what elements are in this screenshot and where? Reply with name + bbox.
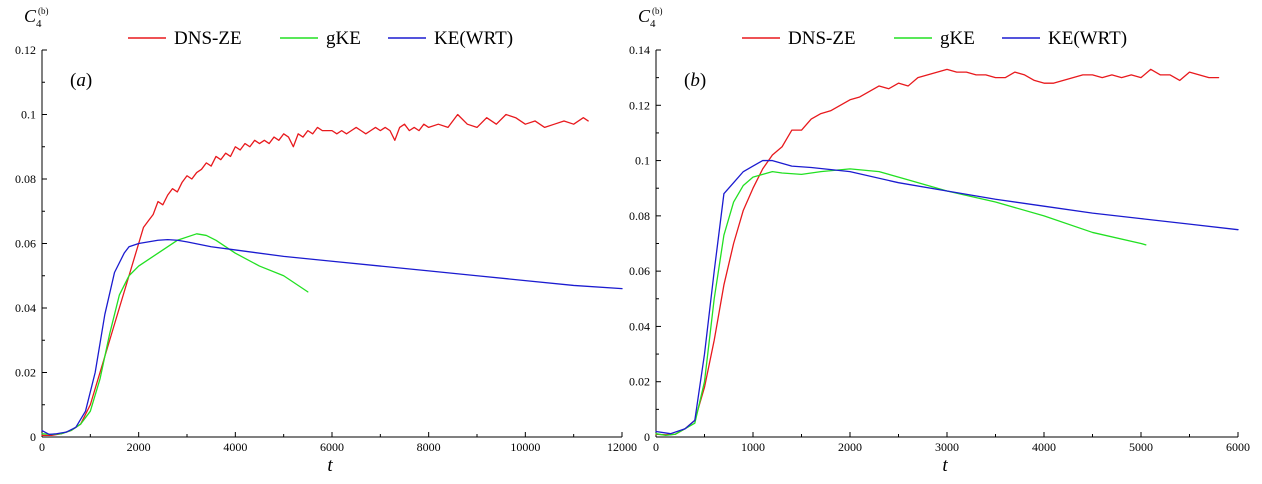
y-tick-label: 0.02 [15,366,36,380]
x-axis-label: t [942,455,948,476]
y-tick-label: 0.02 [629,375,650,389]
series-line-dns-ze [41,113,589,437]
series-line-ke-wrt [41,238,623,436]
y-axis-label-superscript: (b) [652,6,663,16]
legend-label: DNS-ZE [788,28,856,49]
y-axis-label-superscript: (b) [38,6,49,16]
y-axis-label-subscript: 4 [650,18,656,30]
x-tick-label: 6000 [1226,440,1250,454]
legend-label: KE(WRT) [1048,28,1127,49]
x-axis-label: t [327,455,333,476]
x-tick-label: 0 [39,440,45,454]
x-tick-label: 10000 [510,440,540,454]
y-tick-label: 0 [30,430,36,444]
series-line-gke [655,168,1147,436]
x-tick-label: 8000 [417,440,441,454]
legend-label: DNS-ZE [174,28,242,49]
series-line-gke [41,233,309,436]
x-tick-label: 4000 [223,440,247,454]
y-tick-label: 0.12 [629,98,650,112]
y-tick-label: 0.04 [15,301,36,315]
x-tick-label: 3000 [935,440,959,454]
y-tick-label: 0.04 [629,319,650,333]
y-tick-label: 0 [644,430,650,444]
y-axis-label: C [638,6,651,26]
x-tick-label: 1000 [741,440,765,454]
x-tick-label: 2000 [127,440,151,454]
series-line-ke-wrt [655,159,1239,435]
x-tick-label: 2000 [838,440,862,454]
y-tick-label: 0.1 [21,108,36,122]
series-line-dns-ze [655,68,1220,436]
y-tick-label: 0.1 [635,154,650,168]
legend-label: gKE [326,28,361,49]
legend-label: KE(WRT) [434,28,513,49]
y-tick-label: 0.06 [15,237,36,251]
y-tick-label: 0.08 [15,172,36,186]
chart-panel-a: 0 2000 4000 6000 8000 10000 12000 0 0.02 0.04 0.06… [15,6,637,476]
chart-panel-b: 0 1000 2000 3000 4000 5000 6000 0 0.02 0.04 0.06 0.… [629,6,1250,476]
x-tick-label: 6000 [320,440,344,454]
x-tick-label: 4000 [1032,440,1056,454]
legend-label: gKE [940,28,975,49]
y-axis-label: C [24,6,37,26]
y-tick-label: 0.12 [15,43,36,57]
y-tick-label: 0.06 [629,264,650,278]
x-tick-label: 12000 [607,440,637,454]
y-axis-label-subscript: 4 [36,18,42,30]
x-tick-label: 5000 [1129,440,1153,454]
panel-label: (b) [684,70,706,91]
y-tick-label: 0.08 [629,209,650,223]
x-tick-label: 0 [653,440,659,454]
panel-label: (a) [70,70,92,91]
y-tick-label: 0.14 [629,43,650,57]
